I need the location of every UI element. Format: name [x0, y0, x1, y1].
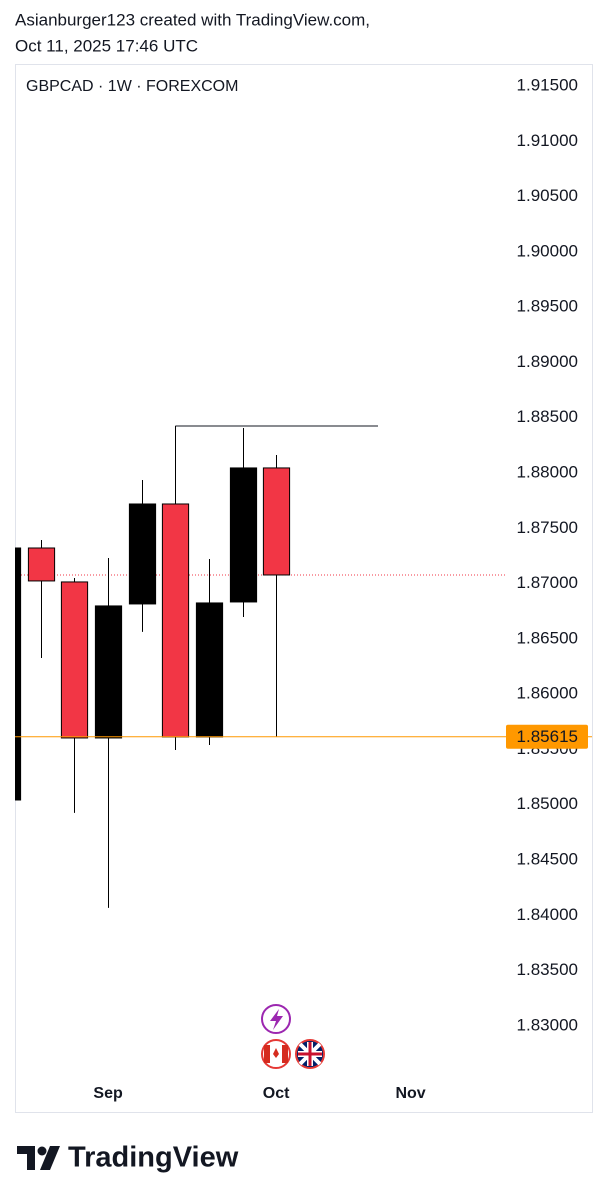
y-tick-label: 1.90000 — [517, 241, 578, 260]
leaf — [273, 1048, 279, 1058]
candle-body — [262, 467, 291, 576]
y-tick-label: 1.83500 — [517, 960, 578, 979]
chart-frame — [15, 64, 593, 1113]
logo-mark — [37, 1146, 47, 1156]
brand-name: TradingView — [68, 1142, 239, 1174]
lightning — [270, 1009, 283, 1030]
y-tick-label: 1.86500 — [517, 628, 578, 647]
y-tick-label: 1.83000 — [517, 1015, 578, 1034]
y-tick-label: 1.85000 — [517, 794, 578, 813]
candle-body — [27, 547, 56, 582]
flag-band — [264, 1045, 270, 1063]
candle-body — [94, 605, 123, 739]
x-tick-label: Oct — [263, 1085, 290, 1102]
x-tick-label: Nov — [395, 1085, 425, 1102]
header-line: Asianburger123 created with TradingView.… — [15, 10, 370, 29]
flag-band — [282, 1045, 288, 1063]
logo-mark — [17, 1146, 35, 1170]
candle-body — [229, 467, 258, 603]
y-tick-label: 1.86000 — [517, 684, 578, 703]
y-tick-label: 1.89500 — [517, 297, 578, 316]
event-icons — [261, 1004, 325, 1069]
candle-body — [15, 547, 22, 801]
header-line: Oct 11, 2025 17:46 UTC — [15, 36, 198, 55]
y-tick-label: 1.90500 — [517, 186, 578, 205]
y-tick-label: 1.91000 — [517, 131, 578, 150]
candle-body — [128, 503, 157, 605]
symbol-legend: GBPCAD · 1W · FOREXCOM — [26, 78, 238, 95]
x-tick-label: Sep — [93, 1085, 123, 1102]
y-tick-label: 1.87500 — [517, 518, 578, 537]
price-axis: 1.91500 1.91000 1.90500 1.90000 1.89500 1.890… — [517, 75, 578, 1034]
y-tick-label: 1.91500 — [517, 75, 578, 94]
logo-mark — [40, 1146, 60, 1170]
plot-area — [15, 425, 505, 908]
candle-body — [195, 602, 224, 738]
y-tick-label: 1.84000 — [517, 905, 578, 924]
y-tick-label: 1.88000 — [517, 463, 578, 482]
price-marker-label: 1.85615 — [517, 727, 578, 746]
y-tick-label: 1.88500 — [517, 407, 578, 426]
candle-body — [60, 581, 89, 739]
y-tick-label: 1.89000 — [517, 352, 578, 371]
brand-logo: TradingView — [17, 1142, 239, 1174]
y-tick-label: 1.84500 — [517, 850, 578, 869]
y-tick-label: 1.87000 — [517, 573, 578, 592]
price-marker-box — [506, 724, 588, 749]
flag-cross — [298, 1042, 322, 1066]
candle-body — [161, 503, 190, 738]
